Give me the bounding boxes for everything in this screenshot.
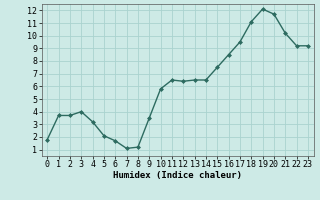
X-axis label: Humidex (Indice chaleur): Humidex (Indice chaleur) xyxy=(113,171,242,180)
